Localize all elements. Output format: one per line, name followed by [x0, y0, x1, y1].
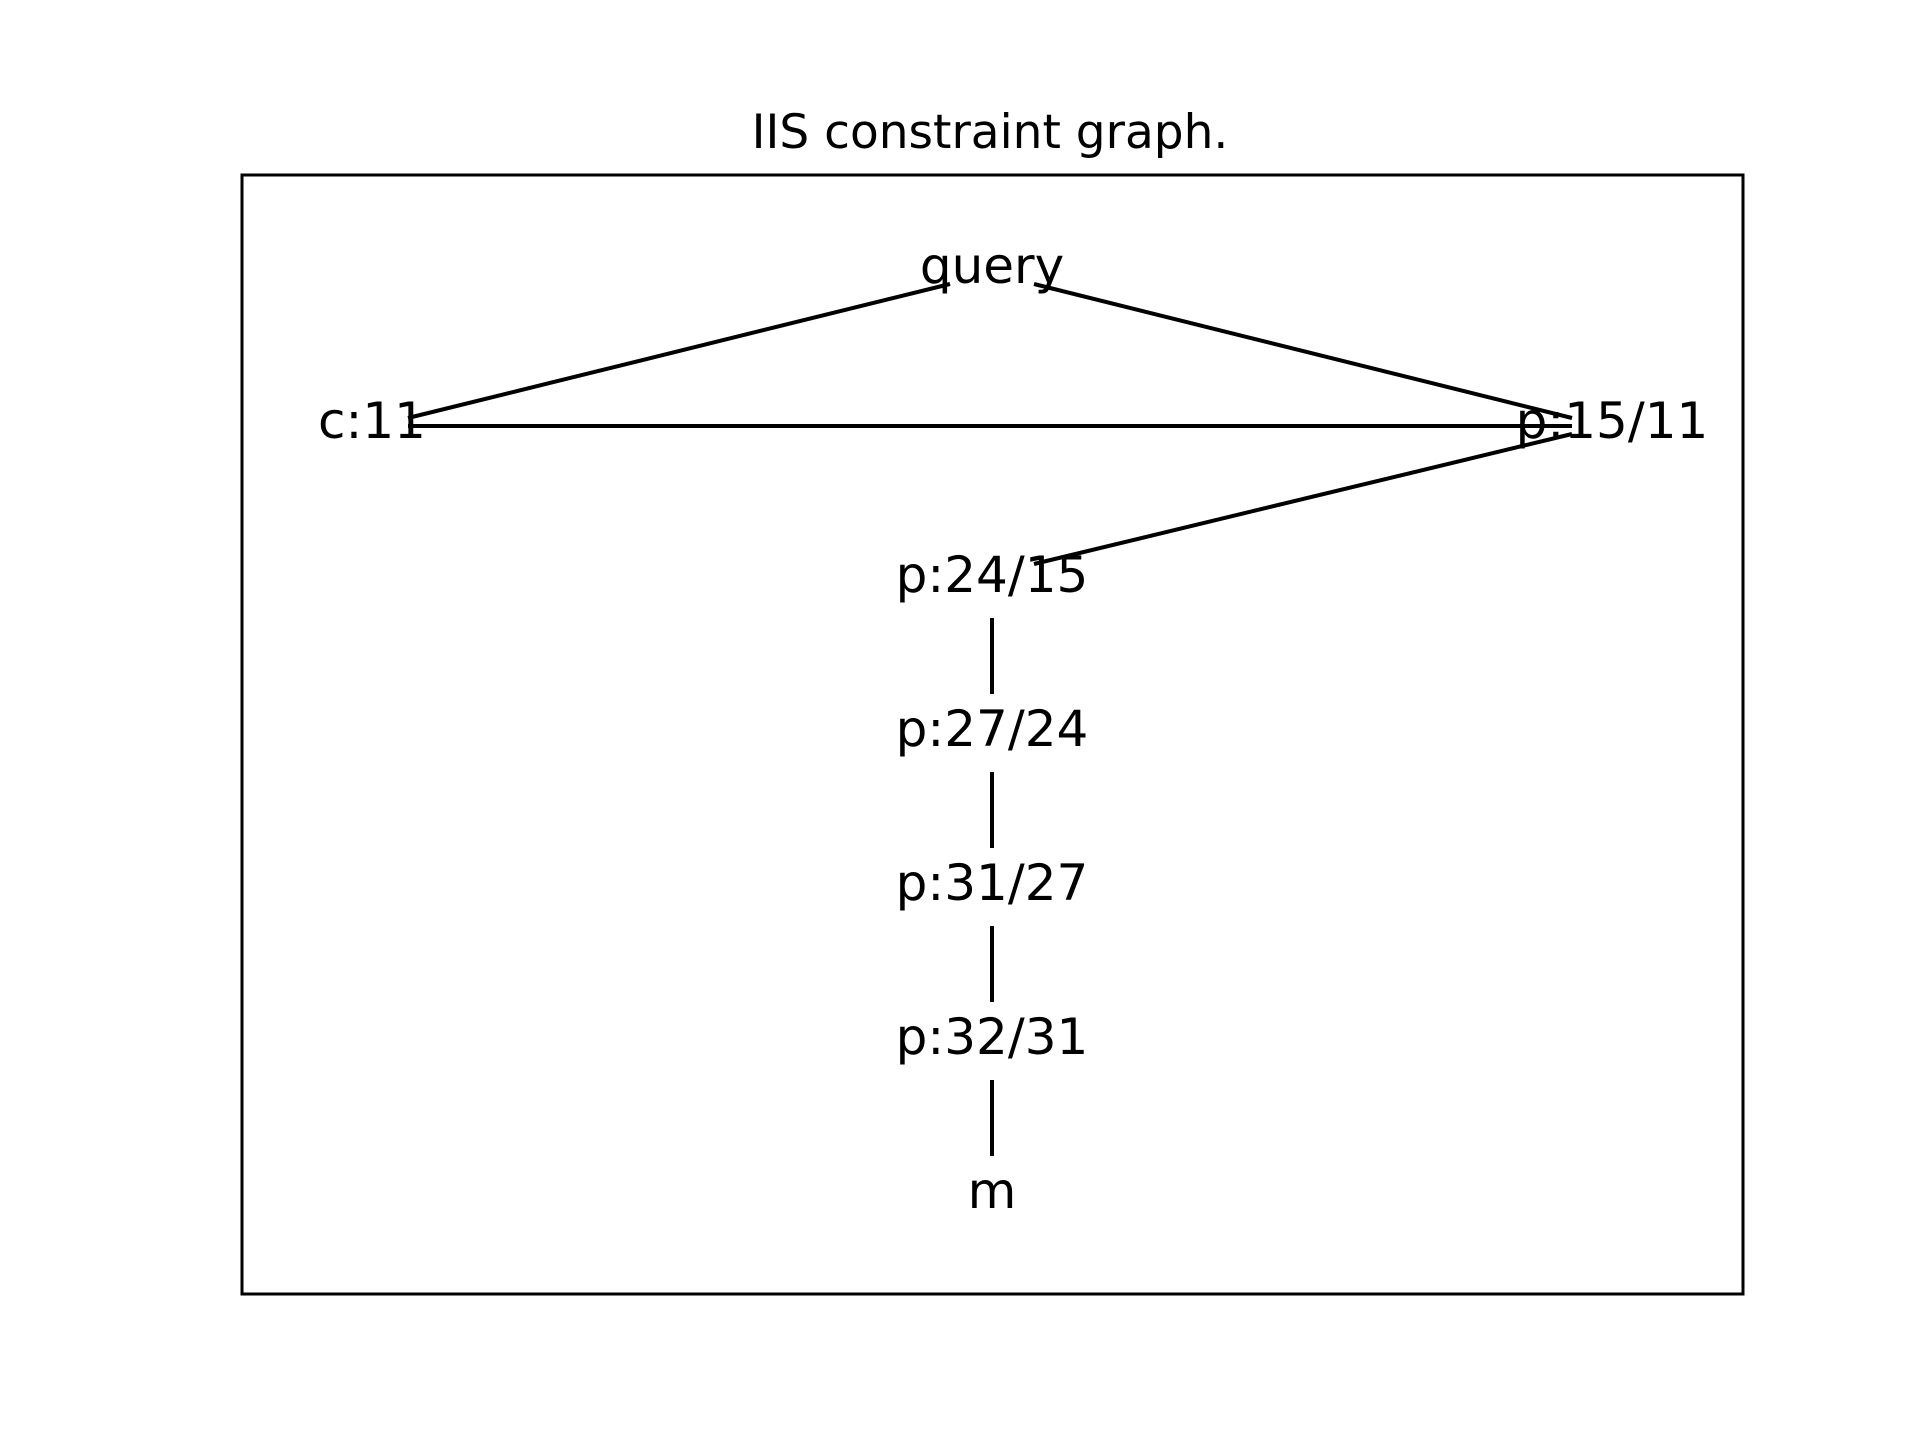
- node-p15_11: p:15/11: [1516, 392, 1709, 450]
- node-c11: c:11: [318, 392, 426, 450]
- graph-title: IIS constraint graph.: [752, 105, 1229, 160]
- node-p24_15: p:24/15: [896, 546, 1089, 604]
- nodes-layer: query c:11 p:15/11 p:24/15 p:27/24 p:31/27 p:3…: [318, 237, 1708, 1220]
- graph-frame: [240, 173, 1745, 1296]
- node-m: m: [968, 1162, 1017, 1220]
- edge-query-to-p15_11: [1033, 282, 1573, 420]
- node-p27_24: p:27/24: [896, 700, 1089, 758]
- node-p31_27: p:31/27: [896, 854, 1089, 912]
- edge-query-to-c11: [407, 282, 951, 420]
- edge-p15_11-to-p24_15: [1033, 432, 1573, 566]
- edges-layer: [407, 282, 1573, 1156]
- node-p32_31: p:32/31: [896, 1008, 1089, 1066]
- node-query: query: [920, 237, 1064, 295]
